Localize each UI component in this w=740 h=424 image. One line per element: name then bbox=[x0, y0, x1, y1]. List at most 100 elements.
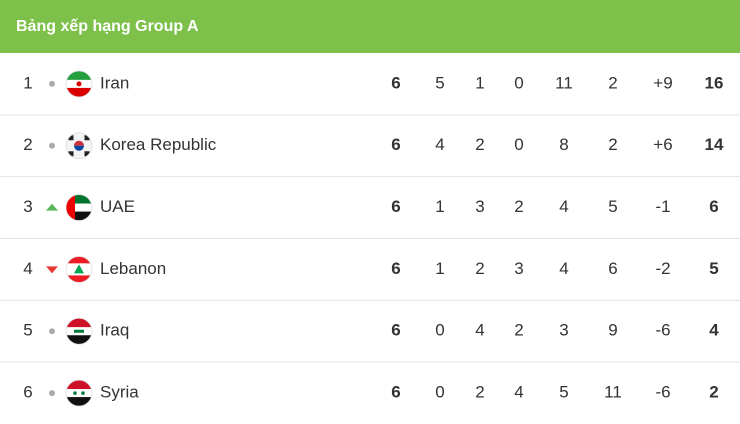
trigram bbox=[68, 151, 74, 157]
stat-cell: 2 bbox=[709, 383, 718, 402]
header-title: Bảng xếp hạng Group A bbox=[16, 18, 199, 35]
flag-art bbox=[66, 132, 92, 159]
stripe bbox=[66, 275, 92, 283]
stat-cell: 11 bbox=[604, 383, 622, 402]
team-flag bbox=[65, 317, 93, 345]
stat-cell: +9 bbox=[653, 73, 672, 92]
flag-border bbox=[65, 70, 93, 98]
movement-same bbox=[49, 328, 55, 335]
stripe bbox=[66, 203, 92, 212]
stat-cell: 6 bbox=[709, 197, 718, 216]
team-flag bbox=[65, 132, 93, 160]
trigram bbox=[84, 151, 90, 157]
emblem bbox=[81, 391, 85, 395]
stat-cell: 4 bbox=[709, 321, 719, 340]
stat-cell: 2 bbox=[608, 135, 617, 154]
stripe bbox=[66, 335, 92, 345]
stripe bbox=[66, 87, 92, 97]
stat-cell: 0 bbox=[435, 321, 444, 340]
stat-cell: 3 bbox=[559, 321, 568, 340]
team-flag bbox=[65, 194, 93, 221]
flag-border bbox=[65, 317, 93, 345]
flag-art bbox=[66, 256, 92, 283]
movement-same bbox=[49, 390, 55, 397]
stat-cell: 1 bbox=[475, 73, 484, 92]
stat-cell: 2 bbox=[514, 197, 523, 216]
stat-cell: 4 bbox=[475, 321, 484, 340]
stat-cell: 2 bbox=[475, 135, 484, 154]
stat-cell: 6 bbox=[391, 135, 400, 154]
emblem bbox=[73, 391, 77, 395]
stat-cell: 4 bbox=[435, 135, 444, 154]
stat-cell: 2 bbox=[475, 383, 484, 402]
flag-border bbox=[65, 379, 93, 407]
stat-cell: 0 bbox=[514, 73, 523, 92]
emblem bbox=[76, 81, 82, 87]
stat-cell: 16 bbox=[705, 73, 724, 92]
emblem bbox=[74, 140, 84, 146]
movement-down bbox=[46, 266, 58, 274]
rank: 3 bbox=[23, 197, 32, 216]
movement-up bbox=[46, 203, 58, 211]
stat-cell: 2 bbox=[475, 259, 484, 278]
emblem bbox=[74, 329, 84, 333]
stat-cell: 11 bbox=[555, 73, 573, 92]
stripe bbox=[66, 389, 92, 398]
team-name: Korea Republic bbox=[100, 135, 217, 154]
trigram bbox=[84, 135, 90, 141]
flag-border bbox=[65, 132, 93, 160]
stat-cell: 6 bbox=[391, 197, 400, 216]
team-name: Iran bbox=[100, 73, 129, 92]
team-name: Iraq bbox=[100, 321, 129, 340]
team-name: UAE bbox=[100, 197, 135, 216]
emblem bbox=[74, 264, 84, 274]
stat-cell: 5 bbox=[435, 73, 444, 92]
rank: 5 bbox=[23, 321, 32, 340]
stat-cell: 6 bbox=[608, 259, 617, 278]
stat-cell: 5 bbox=[709, 259, 718, 278]
stat-cell: 0 bbox=[514, 135, 523, 154]
stat-cell: 2 bbox=[608, 73, 617, 92]
stat-cell: 3 bbox=[514, 259, 523, 278]
stat-cell: 1 bbox=[435, 197, 444, 216]
stat-cell: 1 bbox=[435, 259, 444, 278]
stripe bbox=[66, 380, 92, 390]
rank: 4 bbox=[23, 259, 32, 278]
movement-same bbox=[49, 142, 55, 149]
stripe bbox=[66, 70, 92, 80]
stat-cell: +6 bbox=[653, 135, 672, 154]
stripe bbox=[66, 194, 75, 221]
stat-cell: 6 bbox=[391, 73, 400, 92]
flag-art bbox=[66, 194, 92, 221]
emblem bbox=[74, 145, 84, 151]
stat-cell: 8 bbox=[559, 135, 568, 154]
stat-cell: -2 bbox=[655, 259, 670, 278]
team-flag bbox=[65, 256, 93, 283]
movement-same bbox=[49, 80, 55, 87]
trigram bbox=[68, 135, 74, 141]
stat-cell: 6 bbox=[391, 383, 400, 402]
stripe bbox=[66, 256, 92, 264]
stat-cell: 6 bbox=[391, 259, 400, 278]
team-name: Syria bbox=[100, 383, 139, 402]
flag-art bbox=[66, 380, 92, 407]
stat-cell: -1 bbox=[655, 197, 670, 216]
team-flag bbox=[65, 70, 93, 98]
stripe bbox=[66, 318, 92, 328]
stat-cell: 14 bbox=[705, 135, 724, 154]
stat-cell: 9 bbox=[608, 321, 617, 340]
stat-cell: 6 bbox=[391, 321, 400, 340]
stat-cell: 4 bbox=[559, 259, 568, 278]
flag-art bbox=[66, 318, 92, 345]
stat-cell: 0 bbox=[435, 383, 444, 402]
stat-cell: 2 bbox=[514, 321, 523, 340]
stat-cell: 4 bbox=[514, 383, 523, 402]
stat-cell: 5 bbox=[559, 383, 568, 402]
flag-border bbox=[65, 194, 93, 221]
stat-cell: 3 bbox=[475, 197, 484, 216]
stat-cell: -6 bbox=[655, 383, 670, 402]
stat-cell: -6 bbox=[655, 321, 670, 340]
stat-cell: 4 bbox=[559, 197, 568, 216]
stripe bbox=[66, 194, 92, 204]
rank: 1 bbox=[23, 73, 32, 92]
